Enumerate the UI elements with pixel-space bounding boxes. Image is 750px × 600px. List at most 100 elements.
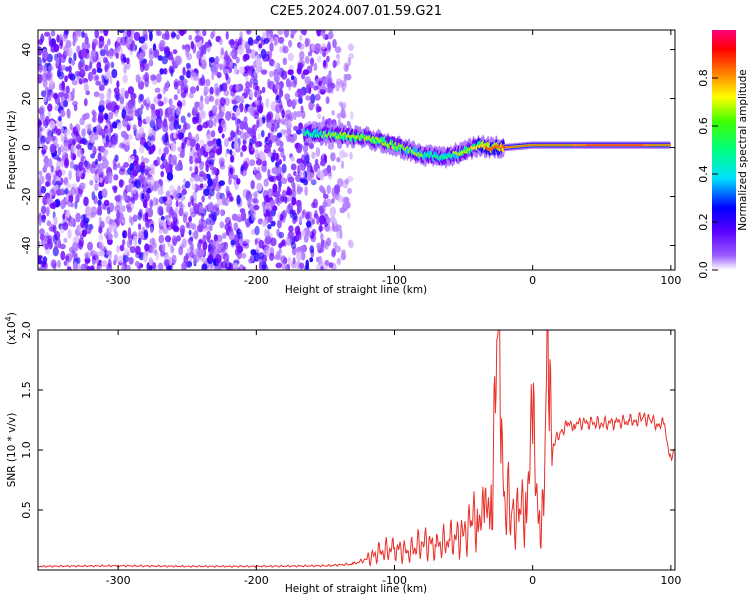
spectrogram-noise-cell — [104, 142, 109, 148]
spectrogram-noise-cell — [347, 187, 353, 195]
spectrogram-noise-cell — [38, 175, 45, 185]
spectrogram-noise-cell — [238, 66, 245, 74]
spectrogram-noise-cell — [310, 179, 317, 186]
spectrogram-noise-cell — [228, 231, 235, 241]
spectrogram-noise-cell — [229, 167, 234, 174]
spectrogram-noise-cell — [245, 221, 250, 228]
snr-x-axis: -300 -200 -100 0 100 — [106, 330, 681, 587]
spectrogram-noise-cell — [275, 112, 280, 121]
spectrogram-noise-cell — [319, 171, 324, 181]
spectrogram-noise-cell — [98, 104, 105, 113]
spectrogram-noise-cell — [339, 207, 346, 214]
spectrogram-noise-cell — [332, 60, 337, 69]
spectrogram-noise-cell — [198, 117, 202, 125]
spectrogram-noise-cell — [339, 229, 343, 240]
spectrogram-noise-cell — [185, 62, 191, 69]
spectrogram-noise-cell — [268, 139, 273, 149]
spectrogram-noise-cell — [108, 224, 113, 233]
spectrogram-noise-cell — [282, 45, 289, 54]
spectrogram-noise-cell — [84, 36, 89, 45]
spectrogram-noise-cell — [277, 30, 284, 36]
spectrogram-noise-cell — [324, 259, 330, 266]
spectrogram-noise-cell — [46, 238, 53, 244]
spectrogram-noise-cell — [219, 63, 223, 71]
spectrogram-noise-cell — [182, 66, 186, 76]
spectrogram-noise-cell — [145, 220, 151, 229]
spectrogram-noise-cell — [201, 60, 207, 70]
spectrogram-noise-cell — [266, 122, 273, 129]
spectrogram-noise-cell — [104, 232, 109, 238]
spectrogram-noise-cell — [314, 44, 321, 53]
spectrogram-noise-cell — [57, 146, 62, 156]
snr-panel: -300 -200 -100 0 100 0.5 1.0 1.5 2.0 Height of … — [4, 312, 681, 595]
spectrogram-noise-cell — [81, 128, 86, 138]
spectrogram-noise-cell — [320, 232, 324, 241]
spectrogram-noise-cell — [235, 129, 242, 136]
spectrogram-noise-cell — [341, 249, 346, 255]
spectrogram-noise-cell — [221, 133, 225, 139]
colorbar-tick-label: 0.4 — [697, 165, 710, 183]
spectrogram-noise-cell — [281, 189, 287, 199]
spectrogram-noise-cell — [263, 37, 270, 45]
spectrogram-noise-cell — [287, 231, 294, 240]
spectrogram-noise-cell — [300, 251, 306, 261]
spectrogram-noise-cell — [320, 30, 324, 37]
spectrogram-noise-cell — [193, 174, 201, 182]
spectrogram-noise-cell — [240, 151, 244, 158]
spectrogram-noise-cell — [218, 157, 225, 167]
spectrogram-noise-cell — [228, 39, 235, 46]
spectrogram-noise-cell — [120, 53, 125, 62]
spectrogram-noise-cell — [181, 261, 188, 270]
spectrogram-noise-cell — [190, 68, 195, 76]
spectrogram-noise-cell — [97, 168, 104, 176]
spectrogram-y-tick-label: 0 — [20, 144, 33, 151]
spectrogram-noise-cell — [173, 94, 179, 101]
spectrogram-noise-cell — [79, 61, 83, 70]
spectrogram-noise-cell — [265, 98, 270, 108]
spectrogram-noise-cell — [225, 61, 230, 68]
spectrogram-noise-cell — [104, 175, 110, 185]
spectrogram-noise-cell — [130, 30, 135, 37]
spectrogram-noise-cell — [90, 211, 96, 218]
spectrogram-noise-cell — [286, 128, 292, 135]
spectrogram-noise-cell — [290, 75, 295, 81]
spectrogram-noise-cell — [199, 139, 205, 147]
spectrogram-noise-cell — [141, 193, 145, 200]
spectrogram-noise-cell — [106, 263, 113, 270]
spectrogram-noise-cell — [83, 196, 89, 207]
spectrogram-noise-cell — [119, 244, 125, 252]
spectrogram-noise-cell — [152, 261, 157, 270]
spectrogram-noise-cell — [127, 183, 133, 193]
spectrogram-noise-cell — [40, 135, 46, 144]
spectrogram-noise-cell — [200, 212, 205, 223]
spectrogram-noise-cell — [332, 226, 339, 233]
spectrogram-noise-cell — [254, 225, 260, 236]
spectrogram-noise-cell — [224, 138, 229, 148]
spectrogram-noise-cell — [221, 106, 226, 112]
spectrogram-noise-cell — [326, 216, 331, 225]
spectrogram-noise-cell — [243, 239, 250, 245]
spectrogram-noise-cell — [173, 81, 179, 90]
spectrogram-noise-cell — [347, 211, 351, 220]
spectrogram-noise-cell — [97, 145, 101, 152]
spectrogram-noise-cell — [236, 213, 242, 222]
spectrogram-noise-cell — [127, 99, 135, 110]
colorbar-tick-label: 0.8 — [697, 69, 710, 87]
spectrogram-noise-cell — [188, 92, 194, 99]
spectrogram-noise-cell — [332, 38, 337, 49]
spectrogram-noise-cell — [262, 154, 267, 162]
spectrogram-noise-cell — [306, 220, 312, 228]
spectrogram-noise-cell — [321, 115, 325, 125]
spectrogram-noise-cell — [58, 63, 62, 72]
spectrogram-noise-cell — [148, 127, 153, 137]
spectrogram-noise-cell — [115, 108, 119, 118]
spectrogram-noise-cell — [115, 195, 121, 203]
spectrogram-noise-cell — [85, 161, 91, 170]
spectrogram-noise-cell — [44, 242, 49, 250]
spectrogram-noise-cell — [334, 46, 342, 54]
spectrogram-noise-cell — [72, 87, 75, 96]
spectrogram-noise-cell — [344, 178, 350, 185]
spectrogram-noise-cell — [98, 226, 103, 234]
spectrogram-noise-cell — [236, 194, 241, 205]
spectrogram-noise-cell — [170, 221, 177, 230]
